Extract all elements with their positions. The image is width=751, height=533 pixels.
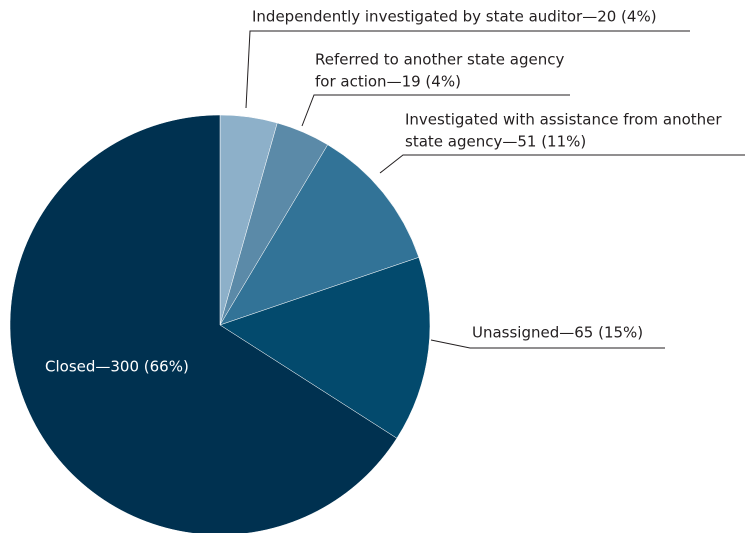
leader-line <box>379 154 745 174</box>
leader-line <box>301 94 570 127</box>
pie-slice <box>219 257 431 439</box>
slice-label: Referred to another state agency <box>315 51 564 69</box>
leader-lines <box>245 30 745 349</box>
slice-label: Closed—300 (66%) <box>45 358 189 376</box>
pie-slice <box>9 114 398 533</box>
pie-slice <box>219 144 420 326</box>
slice-label: Unassigned—65 (15%) <box>472 324 643 342</box>
slice-label: for action—19 (4%) <box>315 73 461 91</box>
slice-label: Independently investigated by state audi… <box>252 8 657 26</box>
leader-line <box>430 339 665 349</box>
slice-label: Investigated with assistance from anothe… <box>405 111 722 129</box>
leader-line <box>245 30 690 109</box>
slice-label: state agency—51 (11%) <box>405 133 586 151</box>
